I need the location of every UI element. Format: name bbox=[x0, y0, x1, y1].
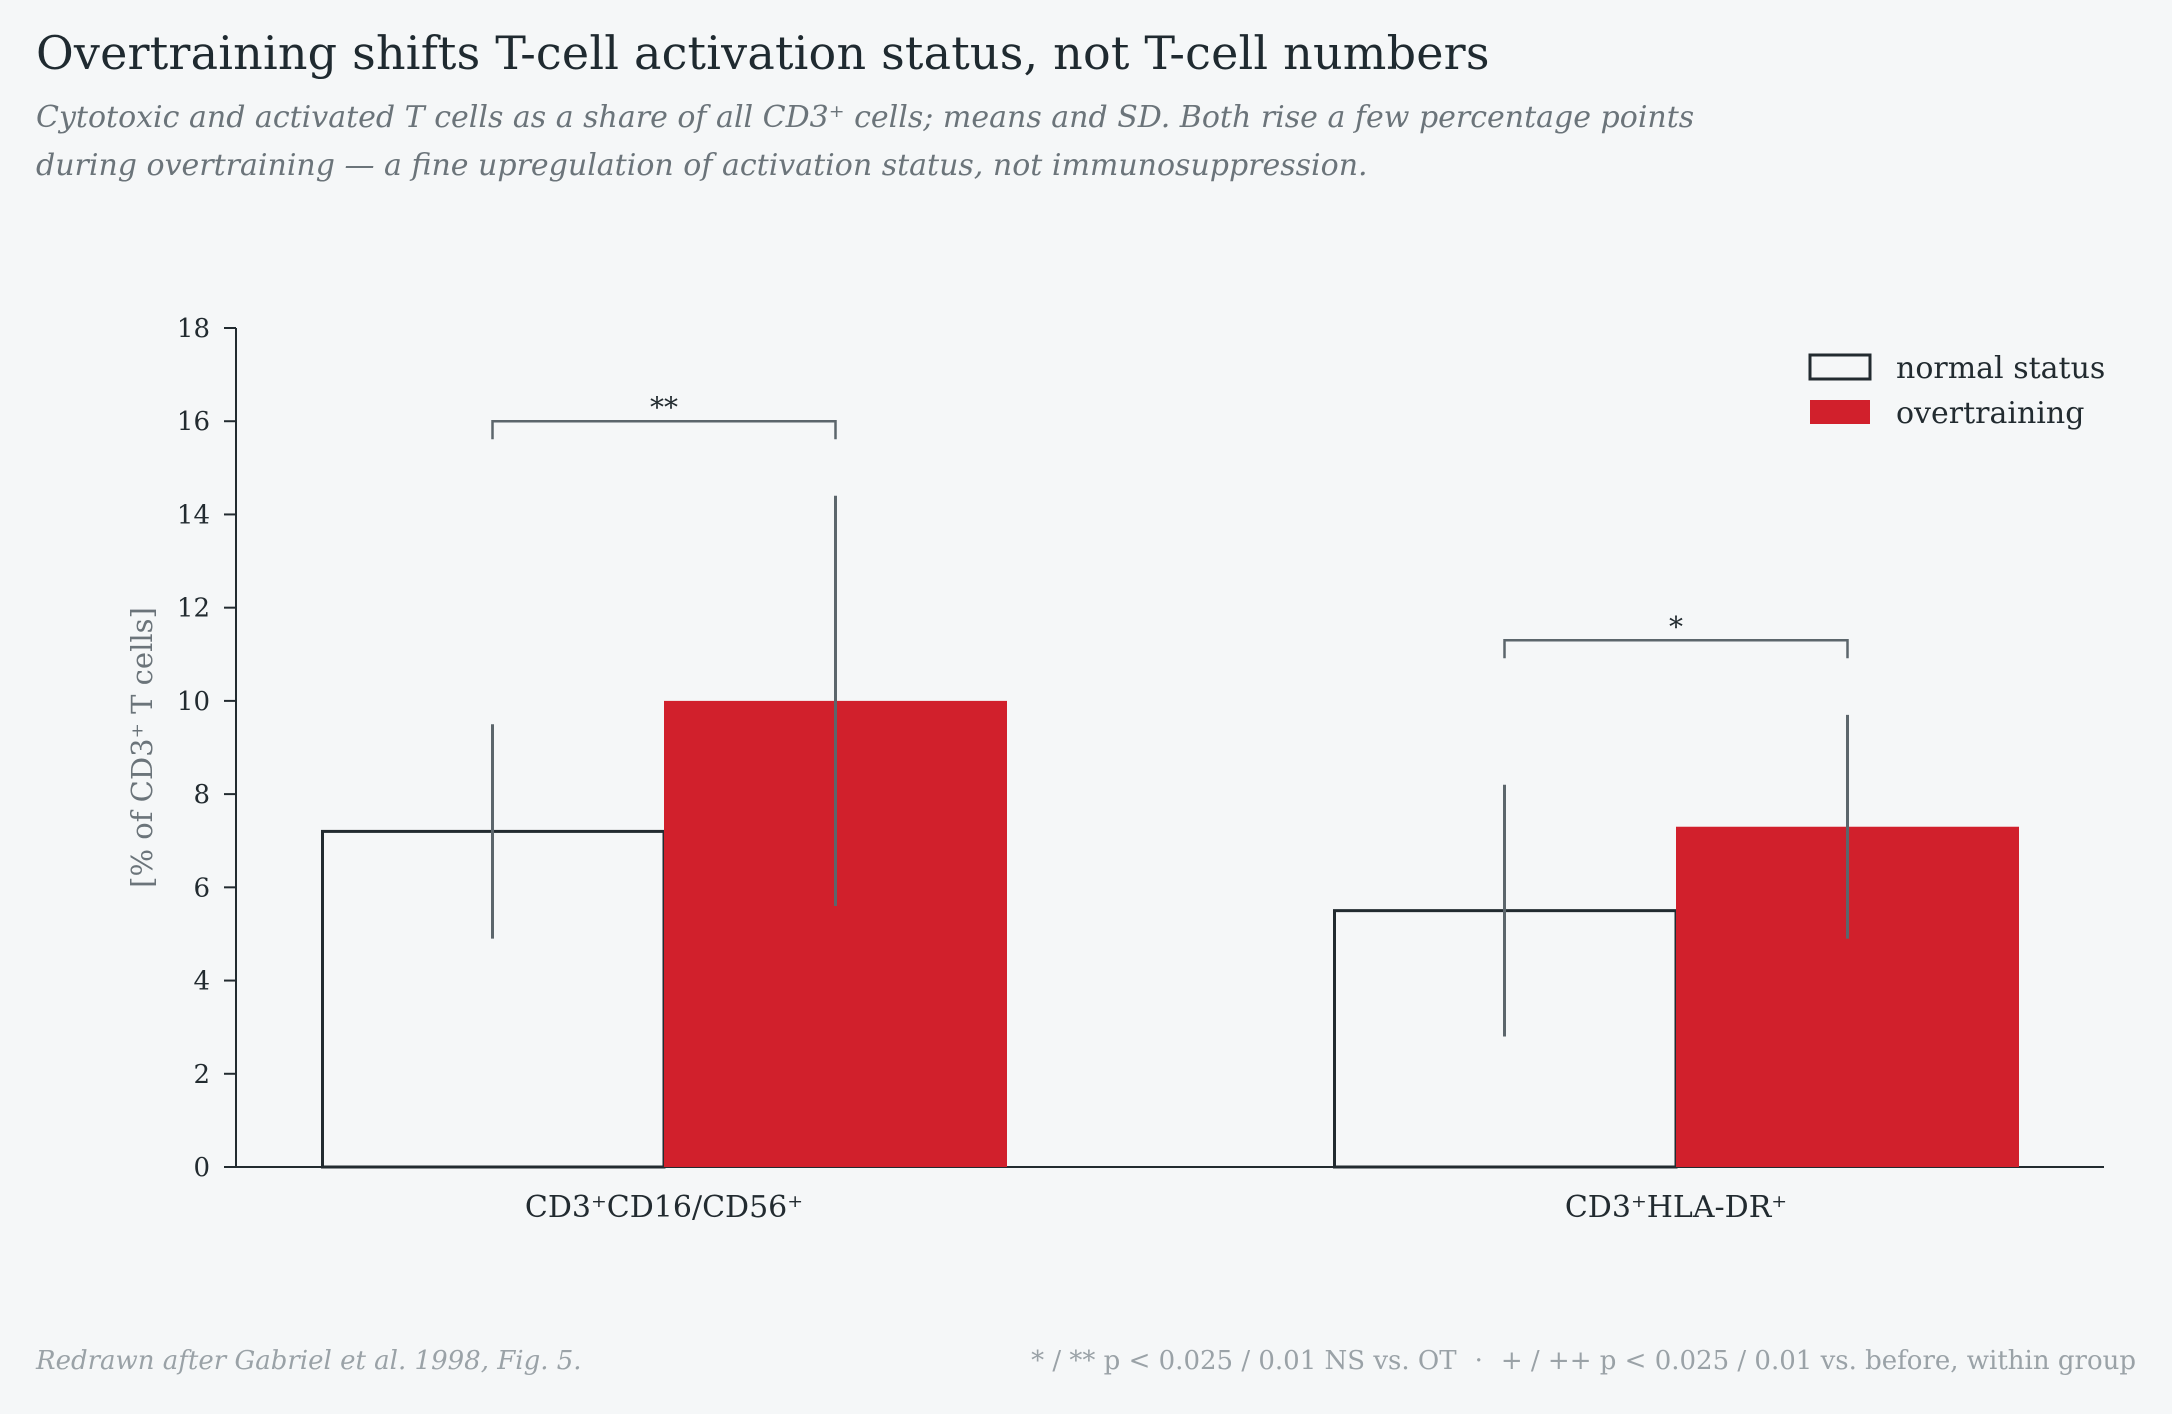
y-tick-label: 12 bbox=[177, 594, 210, 624]
y-tick-label: 2 bbox=[193, 1060, 210, 1090]
significance-note-before: + / ++ p < 0.025 / 0.01 vs. before, with… bbox=[1500, 1346, 2136, 1376]
x-category-label: CD3⁺CD16/CD56⁺ bbox=[525, 1190, 803, 1225]
significance-bracket bbox=[491, 419, 837, 440]
chart-title: Overtraining shifts T-cell activation st… bbox=[36, 26, 1490, 80]
significance-note-ns: * / ** p < 0.025 / 0.01 NS vs. OT bbox=[1031, 1346, 1457, 1376]
bar-chart: 0 2 4 6 8 10 12 14 16 18 [% of CD3⁺ T cells] CD3⁺CD… bbox=[125, 314, 2105, 1225]
significance-note-separator: · bbox=[1474, 1346, 1483, 1376]
legend-swatch-normal-status bbox=[1808, 353, 1872, 381]
significance-label: * bbox=[1669, 610, 1683, 643]
y-tick-label: 6 bbox=[193, 873, 210, 903]
y-tick-label: 8 bbox=[193, 780, 210, 810]
legend-swatch-overtraining bbox=[1810, 400, 1870, 424]
significance-note: * / ** p < 0.025 / 0.01 NS vs. OT · + / ++… bbox=[1031, 1346, 2136, 1376]
significance-bracket bbox=[1503, 639, 1849, 659]
y-tick-label: 10 bbox=[177, 687, 210, 717]
x-category-label: CD3⁺HLA-DR⁺ bbox=[1565, 1190, 1787, 1225]
legend-label-overtraining: overtraining bbox=[1896, 396, 2084, 431]
legend-label-normal-status: normal status bbox=[1896, 351, 2105, 386]
y-axis-label: [% of CD3⁺ T cells] bbox=[125, 607, 159, 888]
y-tick-label: 16 bbox=[177, 407, 210, 437]
source-note: Redrawn after Gabriel et al. 1998, Fig. … bbox=[36, 1346, 582, 1376]
y-tick-label: 18 bbox=[177, 314, 210, 344]
chart-subtitle: Cytotoxic and activated T cells as a sha… bbox=[36, 100, 1695, 183]
y-tick-label: 4 bbox=[193, 967, 210, 997]
y-tick-label: 14 bbox=[177, 500, 210, 530]
y-tick-label: 0 bbox=[193, 1153, 210, 1183]
significance-label: ** bbox=[650, 391, 678, 424]
